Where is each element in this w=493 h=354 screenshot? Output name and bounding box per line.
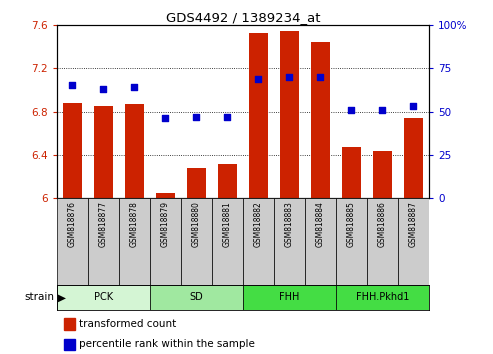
Point — [68, 82, 76, 88]
Point — [161, 116, 169, 121]
Text: GDS4492 / 1389234_at: GDS4492 / 1389234_at — [166, 11, 320, 24]
Bar — [94, 106, 112, 198]
Point — [348, 107, 355, 113]
Bar — [249, 34, 268, 198]
Bar — [150, 198, 181, 285]
Text: transformed count: transformed count — [79, 319, 176, 329]
Bar — [243, 198, 274, 285]
Text: GSM818876: GSM818876 — [68, 201, 77, 247]
Bar — [305, 198, 336, 285]
Text: GSM818885: GSM818885 — [347, 201, 356, 247]
Bar — [311, 42, 330, 198]
Point — [379, 107, 387, 113]
Text: GSM818884: GSM818884 — [316, 201, 325, 247]
Bar — [274, 198, 305, 285]
Text: GSM818881: GSM818881 — [223, 201, 232, 247]
Text: SD: SD — [189, 292, 203, 302]
Text: PCK: PCK — [94, 292, 113, 302]
Point — [99, 86, 107, 92]
Bar — [125, 104, 143, 198]
Bar — [404, 118, 423, 198]
Text: FHH: FHH — [279, 292, 300, 302]
Bar — [119, 198, 150, 285]
Bar — [64, 338, 75, 350]
Bar — [181, 198, 212, 285]
Bar — [280, 31, 299, 198]
Bar — [57, 285, 150, 310]
Point — [192, 114, 200, 120]
Text: GSM818883: GSM818883 — [285, 201, 294, 247]
Bar — [336, 285, 429, 310]
Bar — [398, 198, 429, 285]
Text: GSM818882: GSM818882 — [254, 201, 263, 247]
Bar — [212, 198, 243, 285]
Bar — [187, 168, 206, 198]
Text: strain: strain — [24, 292, 54, 302]
Bar — [57, 198, 88, 285]
Text: GSM818878: GSM818878 — [130, 201, 139, 247]
Point — [130, 84, 138, 90]
Text: GSM818887: GSM818887 — [409, 201, 418, 247]
Text: GSM818880: GSM818880 — [192, 201, 201, 247]
Text: GSM818877: GSM818877 — [99, 201, 108, 247]
Point — [223, 114, 231, 120]
Bar — [243, 285, 336, 310]
Bar — [218, 164, 237, 198]
Bar — [88, 198, 119, 285]
Bar — [367, 198, 398, 285]
Text: ▶: ▶ — [58, 292, 66, 302]
Point — [317, 74, 324, 80]
Bar — [150, 285, 243, 310]
Bar — [342, 147, 361, 198]
Point — [410, 103, 418, 109]
Bar — [336, 198, 367, 285]
Point — [254, 76, 262, 81]
Text: GSM818879: GSM818879 — [161, 201, 170, 247]
Point — [285, 74, 293, 80]
Text: GSM818886: GSM818886 — [378, 201, 387, 247]
Bar — [156, 193, 175, 198]
Bar — [63, 103, 81, 198]
Bar — [373, 150, 391, 198]
Bar — [64, 318, 75, 330]
Text: FHH.Pkhd1: FHH.Pkhd1 — [355, 292, 409, 302]
Text: percentile rank within the sample: percentile rank within the sample — [79, 339, 255, 349]
